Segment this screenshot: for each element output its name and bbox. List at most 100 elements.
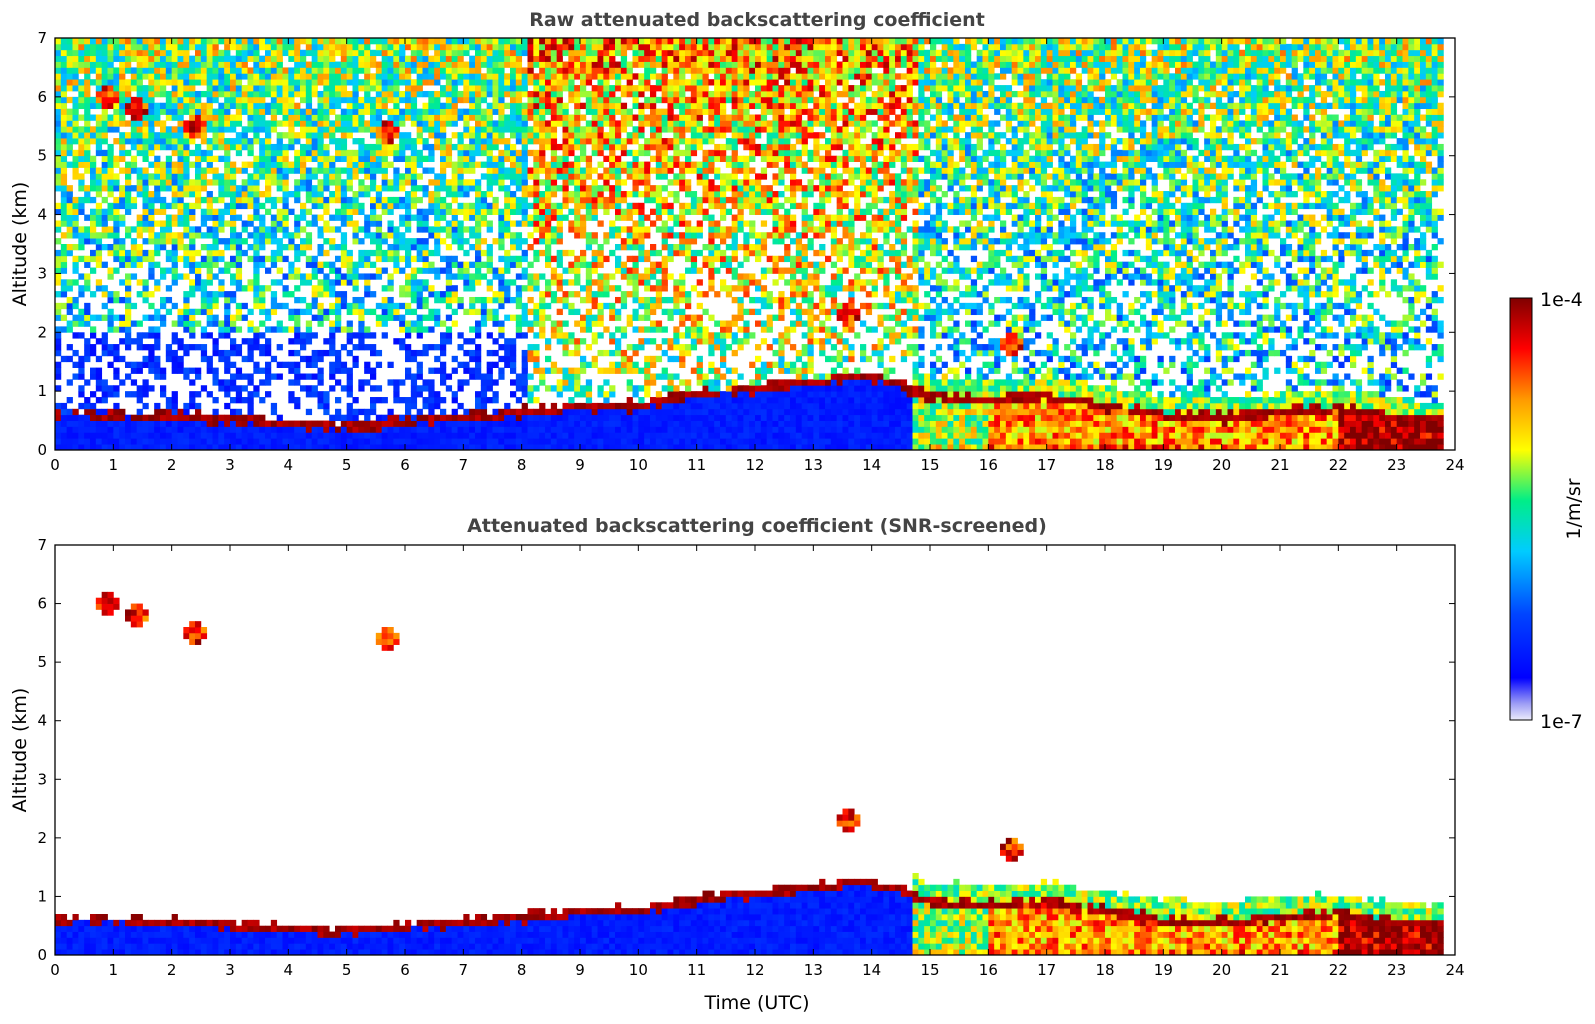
heatmap-cell — [416, 155, 423, 162]
heatmap-cell — [107, 432, 114, 439]
heatmap-cell — [580, 73, 587, 80]
heatmap-cell — [329, 214, 336, 221]
heatmap-cell — [218, 126, 225, 133]
heatmap-cell — [125, 326, 132, 333]
heatmap-cell — [200, 155, 208, 162]
heatmap-cell — [189, 90, 196, 98]
heatmap-cell — [422, 397, 429, 404]
heatmap-cell — [609, 108, 616, 115]
heatmap-cell — [311, 38, 318, 45]
heatmap-cell — [463, 444, 470, 451]
heatmap-cell — [626, 173, 633, 180]
heatmap-cell — [609, 391, 616, 398]
heatmap-cell — [101, 85, 108, 92]
heatmap-cell — [329, 444, 336, 451]
heatmap-cell — [410, 238, 418, 245]
heatmap-cell — [574, 385, 581, 392]
heatmap-cell — [434, 185, 441, 192]
heatmap-cell — [480, 202, 488, 210]
heatmap-cell — [270, 408, 278, 416]
heatmap-cell — [55, 108, 62, 115]
heatmap-cell — [276, 255, 283, 263]
heatmap-cell — [457, 108, 464, 115]
heatmap-cell — [218, 226, 225, 233]
heatmap-cell — [253, 155, 260, 162]
heatmap-cell — [568, 67, 575, 74]
heatmap-cell — [352, 261, 359, 268]
heatmap-cell — [364, 90, 371, 98]
heatmap-cell — [230, 161, 237, 168]
heatmap-cell — [463, 273, 470, 280]
heatmap-cell — [288, 273, 295, 280]
heatmap-cell — [364, 408, 371, 416]
heatmap-cell — [399, 267, 406, 274]
heatmap-cell — [78, 173, 85, 180]
heatmap-cell — [597, 143, 604, 151]
heatmap-cell — [492, 55, 499, 62]
heatmap-cell — [480, 161, 488, 168]
heatmap-cell — [498, 373, 505, 380]
heatmap-cell — [340, 49, 348, 57]
heatmap-cell — [300, 114, 307, 121]
heatmap-cell — [527, 244, 534, 251]
heatmap-cell — [253, 279, 260, 286]
heatmap-cell — [66, 43, 73, 51]
heatmap-cell — [405, 191, 412, 198]
heatmap-cell — [405, 55, 412, 62]
heatmap-cell — [492, 314, 499, 321]
heatmap-cell — [235, 302, 243, 310]
heatmap-cell — [136, 120, 143, 127]
heatmap-cell — [247, 432, 254, 439]
heatmap-cell — [568, 367, 575, 374]
heatmap-cell — [480, 414, 488, 421]
heatmap-cell — [550, 73, 558, 80]
heatmap-cell — [189, 420, 196, 427]
heatmap-cell — [492, 132, 499, 139]
heatmap-cell — [539, 308, 546, 316]
heatmap-cell — [393, 414, 400, 421]
heatmap-cell — [311, 126, 318, 133]
heatmap-cell — [545, 67, 552, 74]
heatmap-cell — [230, 185, 237, 192]
heatmap-cell — [387, 202, 394, 210]
heatmap-cell — [422, 138, 429, 145]
heatmap-cell — [515, 96, 523, 104]
heatmap-cell — [189, 132, 196, 139]
heatmap-cell — [550, 385, 558, 392]
heatmap-cell — [405, 167, 412, 174]
heatmap-cell — [171, 267, 178, 274]
heatmap-cell — [521, 132, 528, 139]
heatmap-cell — [171, 402, 178, 410]
heatmap-cell — [422, 438, 429, 445]
heatmap-cell — [300, 208, 307, 215]
heatmap-cell — [533, 344, 540, 351]
heatmap-cell — [259, 255, 266, 263]
heatmap-cell — [498, 67, 505, 74]
heatmap-cell — [504, 232, 511, 239]
heatmap-cell — [247, 149, 254, 157]
heatmap-cell — [235, 397, 243, 404]
heatmap-cell — [498, 320, 505, 327]
heatmap-cell — [235, 114, 243, 121]
heatmap-cell — [352, 208, 359, 215]
heatmap-cell — [282, 90, 289, 98]
heatmap-cell — [574, 426, 581, 433]
heatmap-cell — [119, 432, 126, 439]
heatmap-cell — [346, 379, 353, 386]
heatmap-cell — [521, 208, 528, 215]
heatmap-cell — [422, 73, 429, 80]
heatmap-cell — [346, 261, 353, 268]
heatmap-cell — [568, 85, 575, 92]
heatmap-cell — [101, 185, 108, 192]
heatmap-cell — [177, 79, 184, 86]
heatmap-cell — [410, 420, 418, 427]
heatmap-cell — [84, 402, 91, 410]
heatmap-cell — [405, 279, 412, 286]
heatmap-cell — [457, 238, 464, 245]
heatmap-cell — [591, 120, 598, 127]
heatmap-cell — [212, 126, 219, 133]
heatmap-cell — [329, 126, 336, 133]
heatmap-cell — [399, 132, 406, 139]
heatmap-cell — [113, 196, 120, 204]
heatmap-cell — [609, 102, 616, 110]
